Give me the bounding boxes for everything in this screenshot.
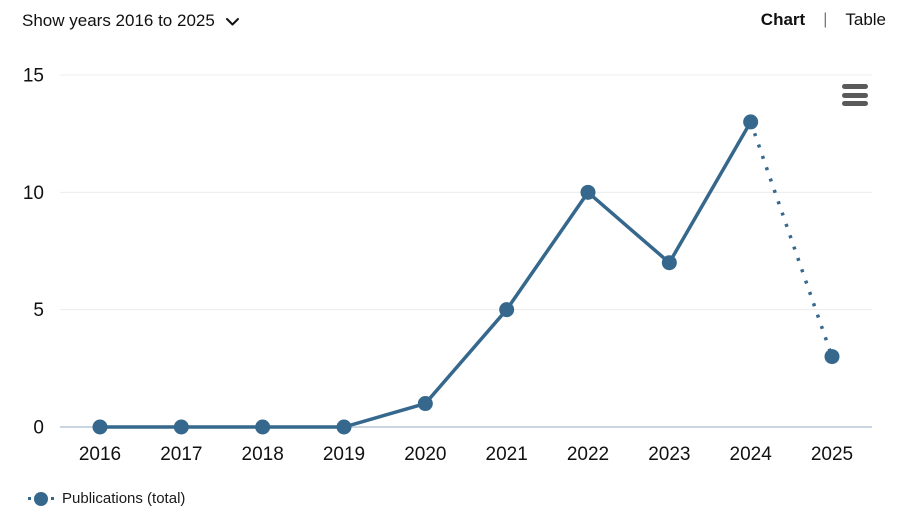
x-tick-label: 2019 xyxy=(323,444,365,465)
data-point[interactable] xyxy=(580,184,596,200)
x-tick-label: 2021 xyxy=(486,444,528,465)
data-point[interactable] xyxy=(743,114,759,130)
tab-chart[interactable]: Chart xyxy=(760,10,806,29)
publications-line-chart: 0 5 10 15 2016 2017 2018 2019 2020 2021 2022 2023 20… xyxy=(23,66,872,465)
tab-separator: | xyxy=(823,11,828,28)
tab-table[interactable]: Table xyxy=(845,10,886,29)
legend-label: Publications (total) xyxy=(62,490,186,507)
data-point[interactable] xyxy=(336,419,352,435)
x-tick-label: 2022 xyxy=(567,444,609,465)
chevron-down-icon xyxy=(225,12,240,32)
view-switcher: Chart | Table xyxy=(761,10,888,30)
data-point[interactable] xyxy=(92,419,108,435)
chart-context-menu-button[interactable] xyxy=(842,84,868,106)
data-point[interactable] xyxy=(255,419,271,435)
data-point[interactable] xyxy=(499,302,515,318)
series-line-dotted xyxy=(749,121,834,358)
hamburger-icon xyxy=(842,84,868,89)
series-line xyxy=(100,121,753,429)
x-tick-label: 2025 xyxy=(811,444,853,465)
x-tick-label: 2020 xyxy=(404,444,446,465)
x-tick-label: 2018 xyxy=(242,444,284,465)
data-point[interactable] xyxy=(661,255,677,271)
data-point[interactable] xyxy=(173,419,189,435)
x-tick-label: 2024 xyxy=(730,444,773,465)
legend-item-publications[interactable]: Publications (total) xyxy=(28,490,185,507)
y-tick-label: 5 xyxy=(33,300,44,321)
data-point[interactable] xyxy=(417,396,433,412)
x-tick-label: 2016 xyxy=(79,444,121,465)
y-tick-label: 15 xyxy=(23,66,44,87)
x-tick-label: 2023 xyxy=(648,444,690,465)
data-point[interactable] xyxy=(824,349,840,365)
y-tick-label: 0 xyxy=(33,418,44,439)
y-tick-label: 10 xyxy=(23,183,44,204)
x-tick-label: 2017 xyxy=(160,444,202,465)
chart-header: Show years 2016 to 2025 Chart | Table xyxy=(0,0,898,44)
dotted-line-marker-icon xyxy=(28,491,54,506)
line-chart-area: 0 5 10 15 2016 2017 2018 2019 2020 2021 2022 2023 20… xyxy=(0,55,898,475)
show-years-dropdown[interactable]: Show years 2016 to 2025 xyxy=(22,10,240,32)
show-years-label: Show years 2016 to 2025 xyxy=(22,11,215,30)
